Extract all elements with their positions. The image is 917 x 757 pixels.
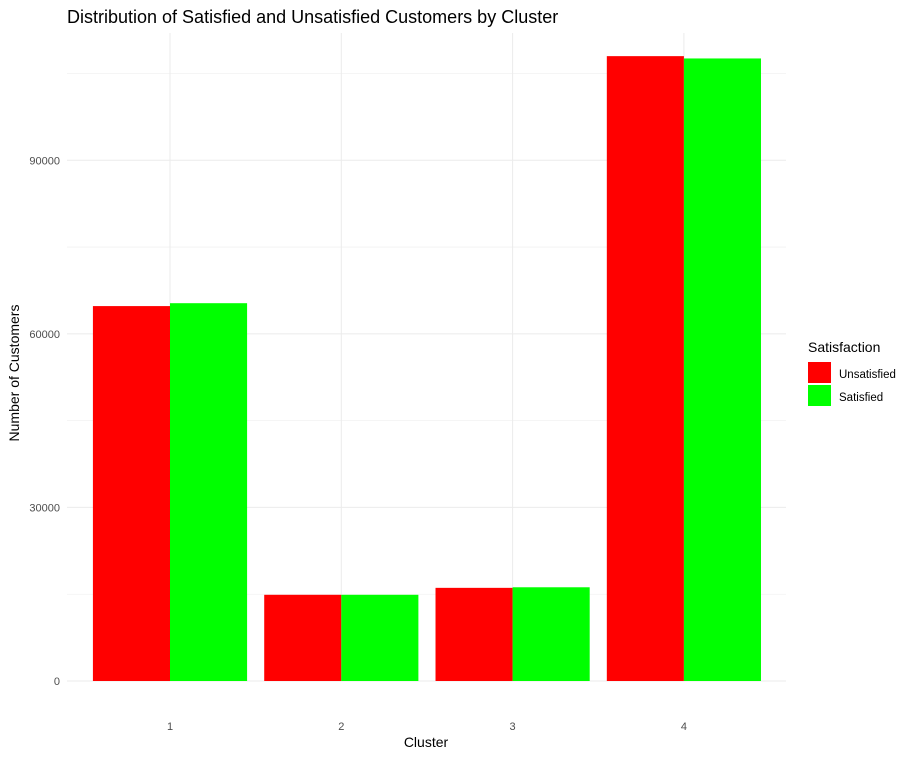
x-tick-label: 4	[681, 721, 687, 733]
legend-title: Satisfaction	[808, 339, 880, 355]
bar-satisfied-cluster-2	[341, 594, 419, 681]
legend-swatch-satisfied	[808, 385, 831, 406]
bar-unsatisfied-cluster-2	[264, 594, 342, 681]
legend: Satisfaction Unsatisfied Satisfied	[808, 339, 896, 406]
bars	[92, 56, 761, 681]
chart-title: Distribution of Satisfied and Unsatisfie…	[67, 7, 558, 27]
x-tick-label: 2	[338, 721, 344, 733]
bar-unsatisfied-cluster-1	[92, 306, 170, 681]
x-axis-ticks: 1 2 3 4	[167, 721, 687, 733]
y-tick-label: 90000	[29, 155, 60, 167]
y-axis-ticks: 0 30000 60000 90000	[29, 155, 60, 688]
bar-unsatisfied-cluster-4	[606, 56, 684, 681]
y-tick-label: 60000	[29, 329, 60, 341]
bar-satisfied-cluster-3	[512, 587, 590, 681]
legend-label-unsatisfied: Unsatisfied	[839, 369, 896, 381]
y-tick-label: 0	[54, 676, 60, 688]
bar-satisfied-cluster-4	[683, 58, 761, 681]
legend-swatch-unsatisfied	[808, 362, 831, 383]
x-axis-title: Cluster	[404, 734, 449, 750]
bar-satisfied-cluster-1	[170, 303, 248, 681]
x-tick-label: 3	[510, 721, 516, 733]
y-axis-title: Number of Customers	[6, 305, 22, 442]
legend-label-satisfied: Satisfied	[839, 392, 883, 404]
x-tick-label: 1	[167, 721, 173, 733]
y-tick-label: 30000	[29, 502, 60, 514]
bar-unsatisfied-cluster-3	[435, 587, 513, 681]
